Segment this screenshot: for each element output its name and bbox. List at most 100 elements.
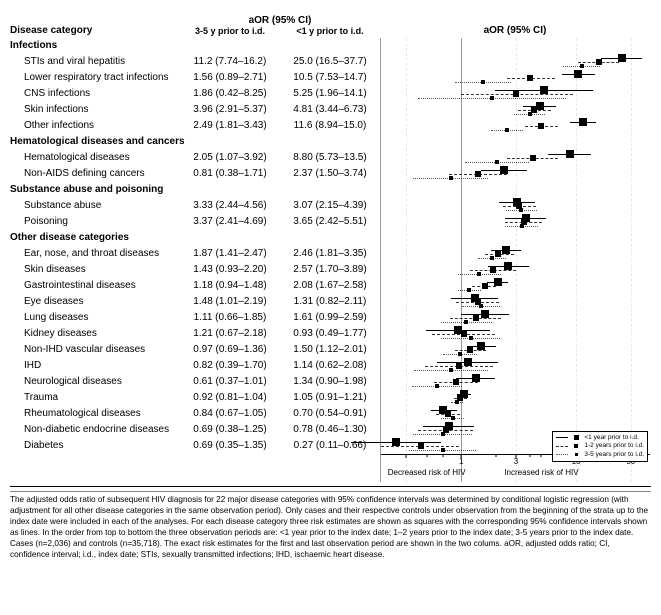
forest-row [381,54,650,70]
value-3-5y: 3.33 (2.44–4.56) [180,198,280,214]
forest-row [381,390,650,406]
value-3-5y: 2.49 (1.81–3.43) [180,118,280,134]
value-lt1y: 2.08 (1.67–2.58) [280,278,380,294]
table-row: Lower respiratory tract infections1.56 (… [10,70,380,86]
value-3-5y: 3.96 (2.91–5.37) [180,102,280,118]
disease-name: Kidney diseases [10,326,180,342]
table-row: Diabetes0.69 (0.35–1.35)0.27 (0.11–0.66) [10,438,380,454]
disease-name: Ear, nose, and throat diseases [10,246,180,262]
value-3-5y: 1.11 (0.66–1.85) [180,310,280,326]
value-lt1y: 1.05 (0.91–1.21) [280,390,380,406]
disease-name: Skin diseases [10,262,180,278]
forest-row [381,246,650,262]
value-lt1y: 1.34 (0.90–1.98) [280,374,380,390]
value-lt1y: 4.81 (3.44–6.73) [280,102,380,118]
forest-row [381,374,650,390]
value-3-5y: 0.92 (0.81–1.04) [180,390,280,406]
value-lt1y: 0.78 (0.46–1.30) [280,422,380,438]
table-row: Trauma0.92 (0.81–1.04)1.05 (0.91–1.21) [10,390,380,406]
table-row: Ear, nose, and throat diseases1.87 (1.41… [10,246,380,262]
disease-name: Skin infections [10,102,180,118]
value-3-5y: 1.18 (0.94–1.48) [180,278,280,294]
value-3-5y: 11.2 (7.74–16.2) [180,54,280,70]
table-row: Non-AIDS defining cancers0.81 (0.38–1.71… [10,166,380,182]
value-3-5y: 2.05 (1.07–3.92) [180,150,280,166]
figure-caption: The adjusted odds ratio of subsequent HI… [10,494,651,560]
value-3-5y: 0.97 (0.69–1.36) [180,342,280,358]
value-lt1y: 2.37 (1.50–3.74) [280,166,380,182]
header-period-35: 3-5 y prior to i.d. [180,26,280,36]
disease-name: Hematological diseases [10,150,180,166]
table-row: Non-IHD vascular diseases0.97 (0.69–1.36… [10,342,380,358]
value-lt1y: 10.5 (7.53–14.7) [280,70,380,86]
header-period-lt1: <1 y prior to i.d. [280,26,380,36]
forest-row [381,326,650,342]
disease-name: Non-diabetic endocrine diseases [10,422,180,438]
table-row: Skin diseases1.43 (0.93–2.20)2.57 (1.70–… [10,262,380,278]
table-row: Eye diseases1.48 (1.01–2.19)1.31 (0.82–2… [10,294,380,310]
forest-row [381,358,650,374]
value-lt1y: 0.70 (0.54–0.91) [280,406,380,422]
disease-name: IHD [10,358,180,374]
value-3-5y: 0.81 (0.38–1.71) [180,166,280,182]
value-lt1y: 0.93 (0.49–1.77) [280,326,380,342]
forest-row [381,102,650,118]
disease-name: Diabetes [10,438,180,454]
disease-name: Non-IHD vascular diseases [10,342,180,358]
table-row: Poisoning3.37 (2.41–4.69)3.65 (2.42–5.51… [10,214,380,230]
separator-rule [10,486,651,487]
forest-row [381,70,650,86]
value-lt1y: 25.0 (16.5–37.7) [280,54,380,70]
table-row: CNS infections1.86 (0.42–8.25)5.25 (1.96… [10,86,380,102]
forest-plot-chart: <1 year prior to i.d.1-2 years prior to … [380,38,650,482]
table-header: Disease category aOR (95% CI) 3-5 y prio… [10,8,380,38]
forest-row [381,86,650,102]
disease-name: Gastrointestinal diseases [10,278,180,294]
table-row: Gastrointestinal diseases1.18 (0.94–1.48… [10,278,380,294]
table-row: STIs and viral hepatitis11.2 (7.74–16.2)… [10,54,380,70]
table-row: Other infections2.49 (1.81–3.43)11.6 (8.… [10,118,380,134]
chart-legend: <1 year prior to i.d.1-2 years prior to … [552,431,648,462]
disease-name: CNS infections [10,86,180,102]
disease-name: Trauma [10,390,180,406]
category-header: Other disease categories [10,230,380,246]
value-3-5y: 0.82 (0.39–1.70) [180,358,280,374]
axis-label-increased: Increased risk of HIV [504,468,578,477]
value-lt1y: 2.57 (1.70–3.89) [280,262,380,278]
value-lt1y: 11.6 (8.94–15.0) [280,118,380,134]
forest-row [381,294,650,310]
value-lt1y: 3.07 (2.15–4.39) [280,198,380,214]
forest-row [381,166,650,182]
forest-row [381,278,650,294]
forest-row [381,150,650,166]
value-3-5y: 0.69 (0.35–1.35) [180,438,280,454]
table-row: IHD0.82 (0.39–1.70)1.14 (0.62–2.08) [10,358,380,374]
value-3-5y: 1.48 (1.01–2.19) [180,294,280,310]
value-lt1y: 2.46 (1.81–3.35) [280,246,380,262]
table-row: Lung diseases1.11 (0.66–1.85)1.61 (0.99–… [10,310,380,326]
value-3-5y: 0.61 (0.37–1.01) [180,374,280,390]
forest-plot-table: Disease category aOR (95% CI) 3-5 y prio… [10,8,651,482]
axis-labels: Decreased risk of HIV Increased risk of H… [381,468,650,482]
value-lt1y: 3.65 (2.42–5.51) [280,214,380,230]
disease-name: Non-AIDS defining cancers [10,166,180,182]
forest-row [381,310,650,326]
value-lt1y: 1.31 (0.82–2.11) [280,294,380,310]
category-header: Hematological diseases and cancers [10,134,380,150]
disease-name: Neurological diseases [10,374,180,390]
axis-label-decreased: Decreased risk of HIV [388,468,466,477]
table-row: Kidney diseases1.21 (0.67–2.18)0.93 (0.4… [10,326,380,342]
value-lt1y: 0.27 (0.11–0.66) [280,438,380,454]
right-column: aOR (95% CI) <1 year prior to i.d.1-2 ye… [380,8,650,482]
table-row: Skin infections3.96 (2.91–5.37)4.81 (3.4… [10,102,380,118]
header-disease-category: Disease category [10,25,180,36]
left-column: Disease category aOR (95% CI) 3-5 y prio… [10,8,380,482]
separator-rule-light [10,491,651,492]
forest-row [381,406,650,422]
header-aor: aOR (95% CI) [249,15,312,26]
forest-row [381,214,650,230]
disease-name: STIs and viral hepatitis [10,54,180,70]
disease-name: Eye diseases [10,294,180,310]
value-lt1y: 5.25 (1.96–14.1) [280,86,380,102]
chart-header: aOR (95% CI) [380,8,650,38]
